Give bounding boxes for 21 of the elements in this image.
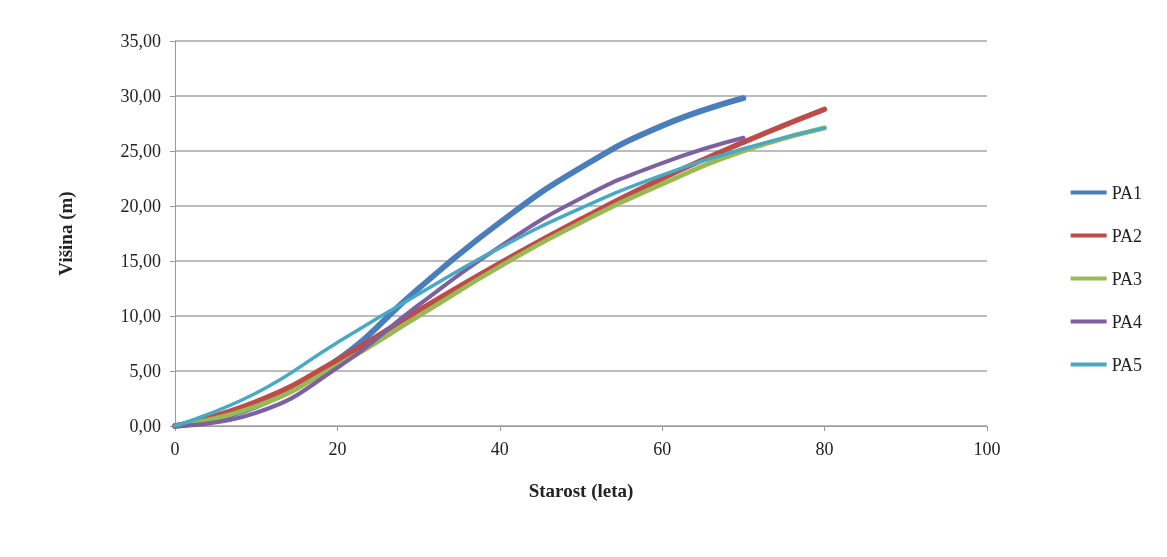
y-tick-label: 30,00 [120, 86, 161, 106]
y-tick-label: 0,00 [129, 416, 161, 436]
x-tick-label: 100 [973, 439, 1001, 459]
x-axis-title: Starost (leta) [528, 480, 634, 502]
legend-label: PA3 [1111, 268, 1142, 289]
x-tick-label: 80 [815, 439, 834, 459]
x-tick-label: 40 [490, 439, 509, 459]
y-tick-label: 25,00 [120, 141, 161, 161]
y-axis-title: Višina (m) [55, 191, 77, 276]
x-tick-label: 20 [328, 439, 347, 459]
y-tick-label: 35,00 [120, 31, 161, 51]
y-tick-label: 10,00 [120, 306, 161, 326]
y-tick-label: 20,00 [120, 196, 161, 216]
legend-label: PA1 [1111, 182, 1142, 203]
x-tick-label: 0 [170, 439, 180, 459]
legend-label: PA4 [1111, 311, 1142, 332]
legend-label: PA5 [1111, 354, 1142, 375]
x-tick-label: 60 [653, 439, 672, 459]
y-tick-label: 5,00 [129, 361, 161, 381]
legend-label: PA2 [1111, 225, 1142, 246]
y-tick-label: 15,00 [120, 251, 161, 271]
